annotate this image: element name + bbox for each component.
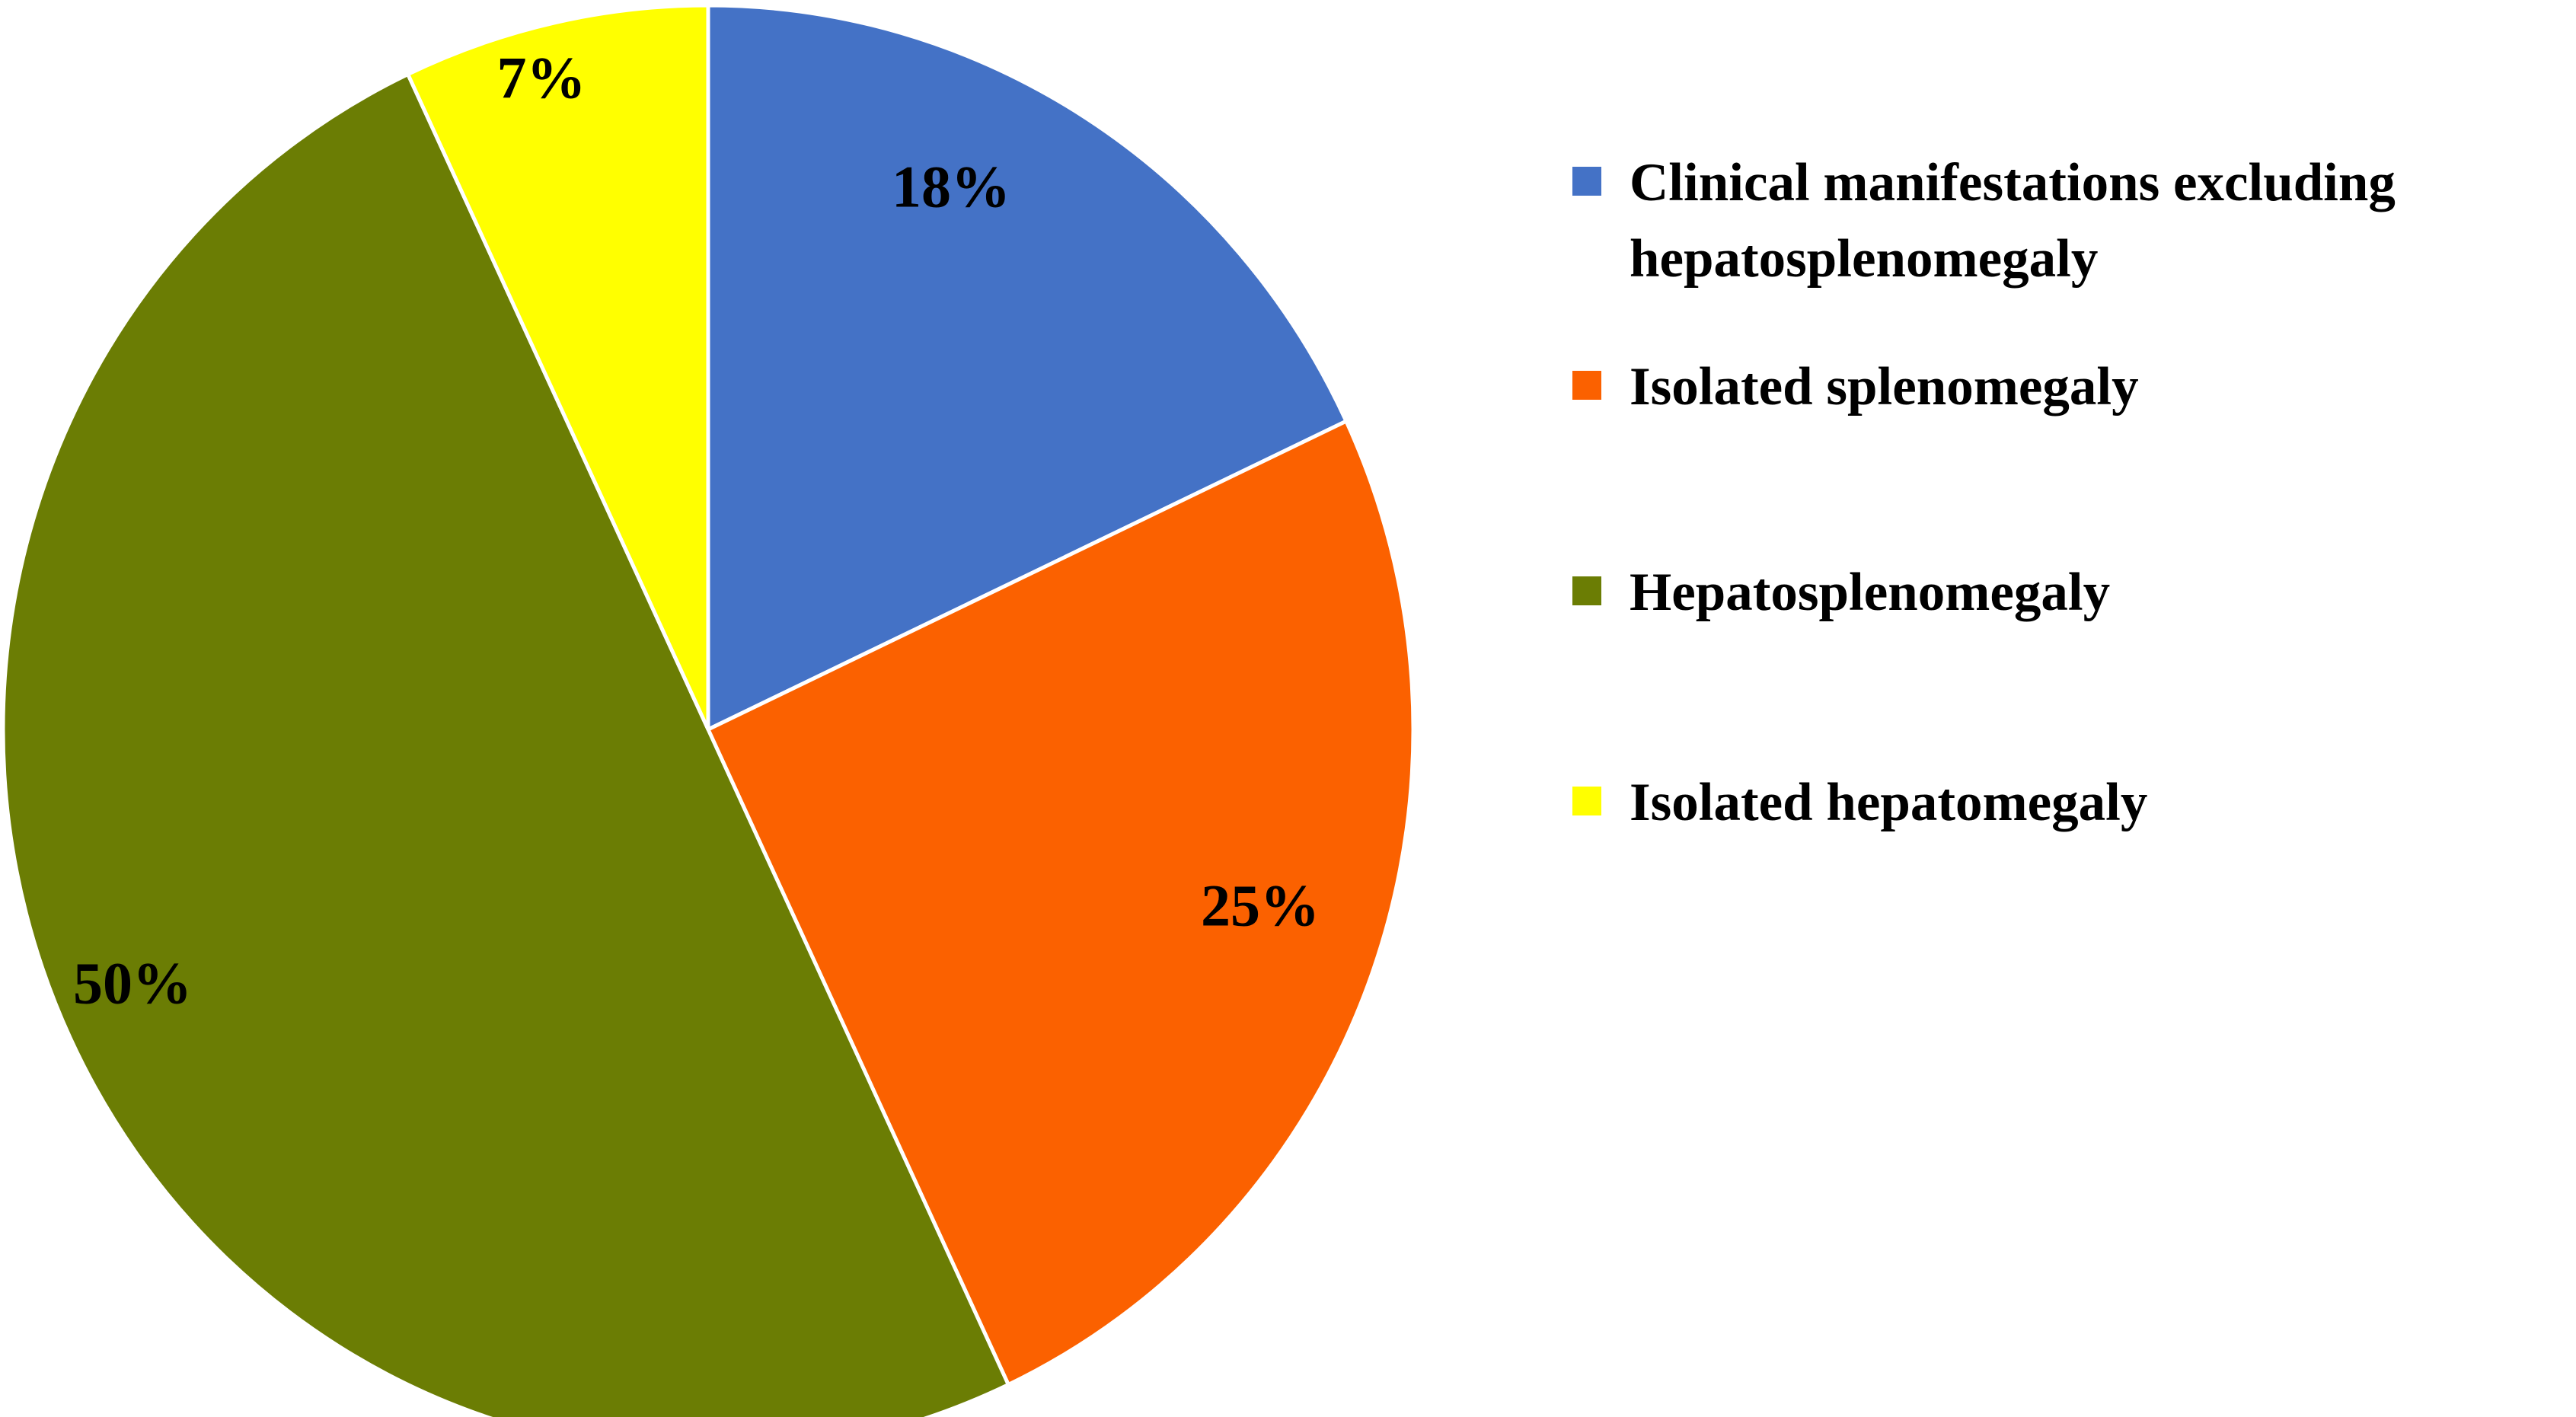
legend-swatch-icon (1572, 167, 1601, 196)
legend-label: Clinical manifestations excluding hepato… (1630, 153, 2396, 289)
pie-slice-isolated-splenomegaly (706, 419, 1416, 1387)
pie-value-label-isolated-splenomegaly: 25% (1201, 873, 1320, 939)
legend-item-clinical-manifestations-excluding-hepatosplenomegaly: Clinical manifestations excluding hepato… (1572, 145, 2576, 297)
legend-item-isolated-hepatomegaly: Isolated hepatomegaly (1572, 764, 2576, 841)
pie-slice-isolated-hepatomegaly (406, 3, 710, 732)
pie-slice-clinical-manifestations-excluding-hepatosplenomegaly (706, 3, 1349, 732)
pie-value-label-clinical-manifestations-excluding-hepatosplenomegaly: 18% (892, 154, 1010, 220)
pie-value-label-hepatosplenomegaly: 50% (73, 950, 192, 1016)
legend-swatch-icon (1572, 787, 1601, 815)
legend-swatch-icon (1572, 371, 1601, 400)
legend-swatch-icon (1572, 576, 1601, 605)
legend-item-hepatosplenomegaly: Hepatosplenomegaly (1572, 554, 2576, 630)
legend-label: Isolated splenomegaly (1630, 357, 2139, 416)
pie-slice-hepatosplenomegaly (1, 72, 1010, 1417)
legend-label: Isolated hepatomegaly (1630, 773, 2148, 832)
legend-item-isolated-splenomegaly: Isolated splenomegaly (1572, 349, 2576, 425)
pie-value-label-isolated-hepatomegaly: 7% (497, 45, 586, 111)
legend-label: Hepatosplenomegaly (1630, 563, 2111, 622)
